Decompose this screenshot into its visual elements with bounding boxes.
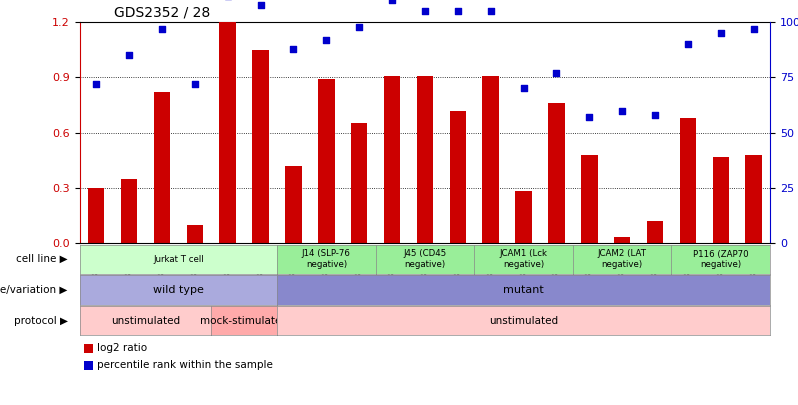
- Bar: [285, 166, 302, 243]
- Bar: [745, 155, 762, 243]
- Point: [90, 81, 103, 87]
- Bar: [318, 79, 334, 243]
- Bar: [647, 221, 663, 243]
- Text: log2 ratio: log2 ratio: [97, 343, 147, 353]
- Point: [188, 81, 201, 87]
- Point: [255, 1, 267, 8]
- Point: [418, 8, 431, 15]
- Text: mutant: mutant: [504, 285, 544, 295]
- Bar: [384, 76, 401, 243]
- Text: mock-stimulated: mock-stimulated: [200, 316, 288, 326]
- Text: genotype/variation ▶: genotype/variation ▶: [0, 285, 68, 295]
- Bar: [187, 225, 203, 243]
- Point: [156, 26, 168, 32]
- Text: JCAM2 (LAT
negative): JCAM2 (LAT negative): [598, 249, 646, 269]
- Bar: [516, 192, 531, 243]
- Point: [583, 114, 595, 120]
- Point: [747, 26, 760, 32]
- Point: [452, 8, 464, 15]
- Text: J45 (CD45
negative): J45 (CD45 negative): [403, 249, 447, 269]
- Bar: [88, 188, 105, 243]
- Point: [616, 107, 629, 114]
- Bar: [154, 92, 170, 243]
- Text: wild type: wild type: [153, 285, 203, 295]
- Point: [353, 23, 365, 30]
- Point: [550, 70, 563, 76]
- Text: Jurkat T cell: Jurkat T cell: [153, 255, 203, 264]
- Text: percentile rank within the sample: percentile rank within the sample: [97, 360, 272, 370]
- Bar: [219, 22, 236, 243]
- Text: unstimulated: unstimulated: [111, 316, 180, 326]
- Bar: [351, 124, 367, 243]
- Bar: [120, 179, 137, 243]
- Bar: [252, 50, 269, 243]
- Text: unstimulated: unstimulated: [489, 316, 558, 326]
- Text: cell line ▶: cell line ▶: [16, 254, 68, 264]
- Bar: [614, 237, 630, 243]
- Point: [484, 8, 497, 15]
- Text: GDS2352 / 28: GDS2352 / 28: [114, 6, 211, 20]
- Point: [287, 45, 300, 52]
- Bar: [680, 118, 696, 243]
- Point: [385, 0, 398, 4]
- Point: [320, 37, 333, 43]
- Bar: [449, 111, 466, 243]
- Bar: [581, 155, 598, 243]
- Bar: [713, 157, 729, 243]
- Point: [649, 112, 662, 118]
- Text: P116 (ZAP70
negative): P116 (ZAP70 negative): [693, 249, 749, 269]
- Text: protocol ▶: protocol ▶: [14, 316, 68, 326]
- Bar: [417, 76, 433, 243]
- Text: J14 (SLP-76
negative): J14 (SLP-76 negative): [302, 249, 351, 269]
- Bar: [483, 76, 499, 243]
- Bar: [548, 103, 565, 243]
- Point: [123, 52, 136, 59]
- Point: [517, 85, 530, 92]
- Point: [681, 41, 694, 48]
- Text: JCAM1 (Lck
negative): JCAM1 (Lck negative): [500, 249, 547, 269]
- Point: [714, 30, 727, 36]
